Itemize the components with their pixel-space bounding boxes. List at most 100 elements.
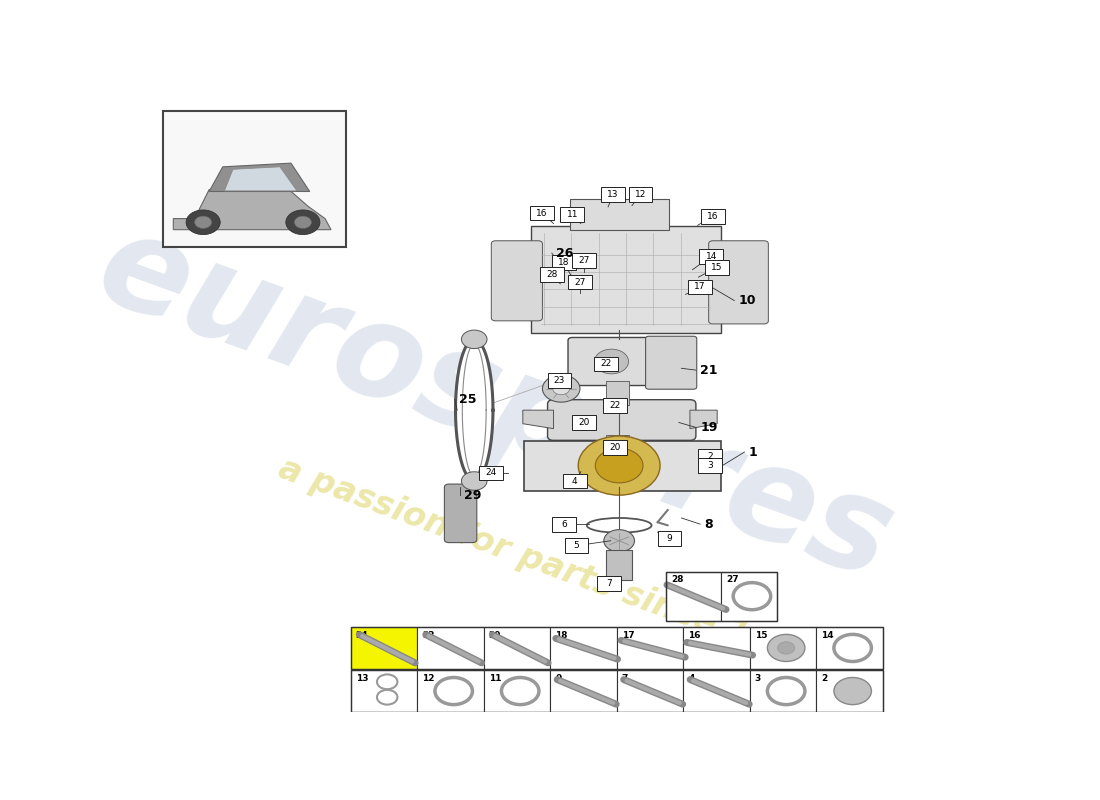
Circle shape bbox=[594, 349, 628, 374]
FancyBboxPatch shape bbox=[563, 474, 586, 488]
Text: 27: 27 bbox=[574, 278, 585, 286]
Circle shape bbox=[778, 642, 794, 654]
Text: 27: 27 bbox=[579, 256, 590, 265]
FancyBboxPatch shape bbox=[570, 199, 669, 230]
Text: 18: 18 bbox=[558, 258, 570, 267]
Text: 3: 3 bbox=[755, 674, 761, 683]
Text: 3: 3 bbox=[707, 461, 713, 470]
Bar bbox=[816, 627, 882, 669]
Text: 11: 11 bbox=[566, 210, 578, 218]
Text: 14: 14 bbox=[822, 630, 834, 640]
Circle shape bbox=[768, 634, 805, 662]
Bar bbox=[351, 627, 417, 669]
FancyBboxPatch shape bbox=[492, 241, 542, 321]
Bar bbox=[722, 571, 777, 621]
Text: 22: 22 bbox=[422, 630, 435, 640]
Text: 1: 1 bbox=[749, 446, 758, 458]
Bar bbox=[163, 111, 346, 247]
Text: 15: 15 bbox=[755, 630, 767, 640]
Circle shape bbox=[462, 330, 487, 349]
Circle shape bbox=[195, 216, 211, 229]
FancyBboxPatch shape bbox=[597, 577, 620, 591]
Text: 29: 29 bbox=[464, 489, 482, 502]
FancyBboxPatch shape bbox=[572, 415, 596, 430]
FancyBboxPatch shape bbox=[530, 226, 720, 333]
Text: 13: 13 bbox=[355, 674, 368, 683]
Bar bbox=[683, 670, 749, 712]
Text: 20: 20 bbox=[609, 442, 620, 452]
Text: 24: 24 bbox=[355, 630, 368, 640]
Text: 9: 9 bbox=[667, 534, 672, 542]
Text: 17: 17 bbox=[694, 282, 706, 291]
FancyBboxPatch shape bbox=[606, 550, 631, 579]
Text: 16: 16 bbox=[536, 209, 548, 218]
FancyBboxPatch shape bbox=[548, 400, 696, 440]
FancyBboxPatch shape bbox=[603, 440, 627, 454]
Text: 25: 25 bbox=[459, 393, 476, 406]
Polygon shape bbox=[174, 186, 331, 230]
Text: 4: 4 bbox=[572, 477, 578, 486]
Text: 20: 20 bbox=[579, 418, 590, 427]
Text: 12: 12 bbox=[422, 674, 435, 683]
Circle shape bbox=[595, 448, 644, 483]
Circle shape bbox=[186, 210, 220, 234]
Bar bbox=[550, 627, 617, 669]
FancyBboxPatch shape bbox=[689, 279, 712, 294]
FancyBboxPatch shape bbox=[564, 538, 589, 553]
Text: 2: 2 bbox=[707, 452, 713, 461]
Text: 12: 12 bbox=[635, 190, 646, 199]
Text: 2: 2 bbox=[822, 674, 827, 683]
Bar bbox=[749, 627, 816, 669]
FancyBboxPatch shape bbox=[708, 241, 768, 324]
Circle shape bbox=[553, 382, 570, 394]
Bar bbox=[484, 627, 550, 669]
Text: a passion for parts since 1985: a passion for parts since 1985 bbox=[274, 451, 820, 677]
FancyBboxPatch shape bbox=[444, 484, 476, 542]
FancyBboxPatch shape bbox=[530, 206, 553, 221]
Text: 15: 15 bbox=[712, 262, 723, 272]
Text: 28: 28 bbox=[671, 575, 684, 584]
FancyBboxPatch shape bbox=[568, 338, 674, 386]
Bar bbox=[351, 670, 882, 712]
Text: eurospares: eurospares bbox=[81, 202, 910, 606]
Text: 28: 28 bbox=[546, 270, 558, 279]
FancyBboxPatch shape bbox=[646, 336, 696, 390]
Circle shape bbox=[295, 216, 311, 229]
Polygon shape bbox=[455, 339, 493, 481]
Text: 22: 22 bbox=[601, 359, 612, 369]
Text: 7: 7 bbox=[621, 674, 628, 683]
Bar bbox=[550, 670, 617, 712]
Circle shape bbox=[604, 530, 635, 552]
FancyBboxPatch shape bbox=[658, 531, 681, 546]
Bar bbox=[484, 670, 550, 712]
FancyBboxPatch shape bbox=[524, 441, 722, 491]
Text: 16: 16 bbox=[707, 212, 718, 221]
FancyBboxPatch shape bbox=[628, 187, 652, 202]
FancyBboxPatch shape bbox=[700, 249, 723, 263]
Text: 23: 23 bbox=[553, 376, 565, 385]
FancyBboxPatch shape bbox=[698, 458, 723, 473]
Circle shape bbox=[462, 472, 487, 490]
Circle shape bbox=[542, 375, 580, 402]
Text: 22: 22 bbox=[609, 402, 620, 410]
Polygon shape bbox=[209, 163, 310, 191]
FancyBboxPatch shape bbox=[603, 398, 627, 414]
Bar bbox=[816, 670, 882, 712]
Text: 27: 27 bbox=[727, 575, 739, 584]
Text: 6: 6 bbox=[561, 520, 566, 529]
Bar bbox=[351, 670, 417, 712]
Bar bbox=[617, 670, 683, 712]
Bar bbox=[617, 627, 683, 669]
Text: 26: 26 bbox=[557, 246, 573, 259]
FancyBboxPatch shape bbox=[548, 373, 571, 388]
Bar bbox=[749, 670, 816, 712]
Text: 5: 5 bbox=[574, 541, 580, 550]
Text: 13: 13 bbox=[607, 190, 619, 199]
FancyBboxPatch shape bbox=[552, 517, 575, 531]
FancyBboxPatch shape bbox=[594, 357, 618, 371]
Bar bbox=[666, 571, 722, 621]
Text: 14: 14 bbox=[705, 252, 717, 261]
Text: 19: 19 bbox=[700, 421, 717, 434]
FancyBboxPatch shape bbox=[606, 382, 628, 406]
Polygon shape bbox=[690, 410, 717, 429]
